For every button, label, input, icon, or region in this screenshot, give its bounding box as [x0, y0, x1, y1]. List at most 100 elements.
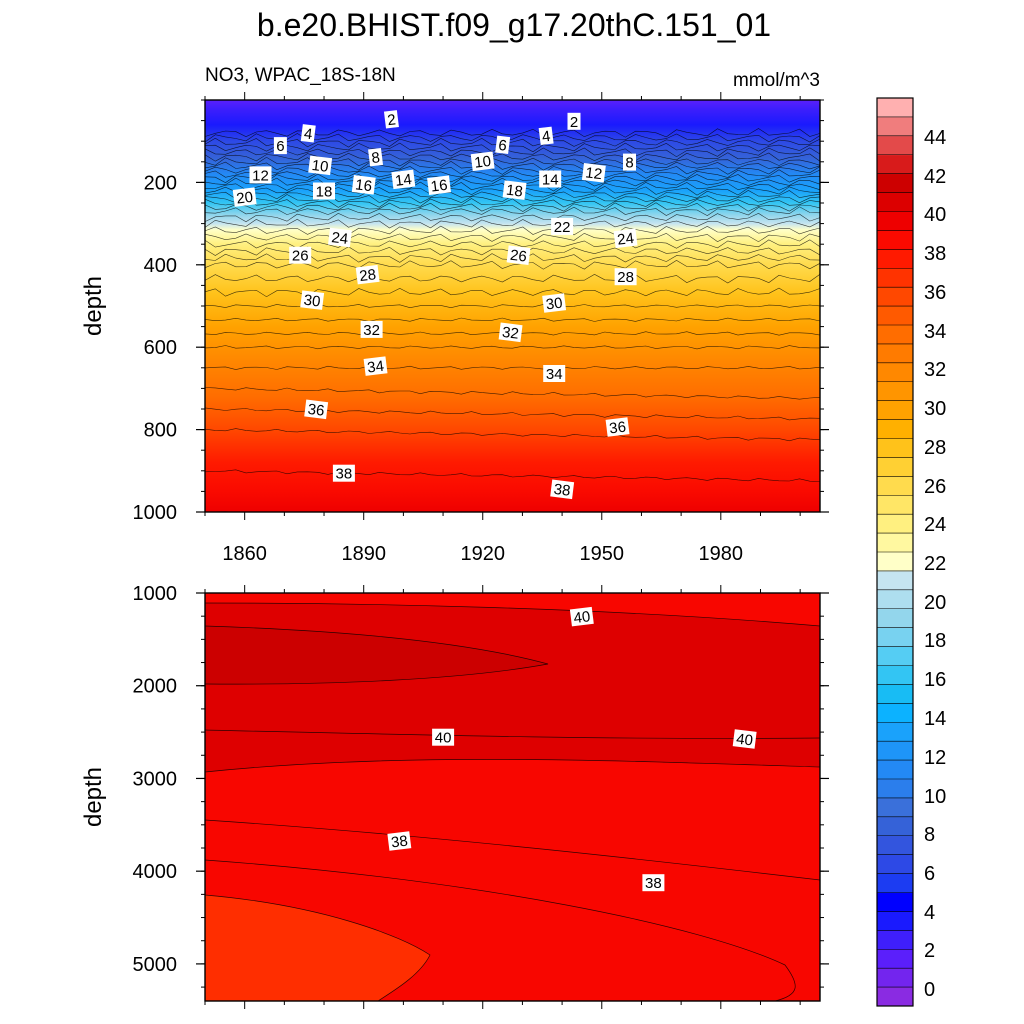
contour-label-box [363, 356, 388, 376]
contour-label-text: 28 [358, 266, 377, 285]
contour-label-box [332, 464, 355, 482]
upper-contour-label: 4 [300, 124, 316, 143]
y-tick-label: 2000 [133, 676, 178, 698]
upper-y-ticks: 200 400 600 800 1000 [133, 99, 829, 524]
contour-label-box [569, 606, 594, 627]
x-tick-label: 1980 [699, 543, 744, 565]
upper-contour-label: 26 [506, 245, 531, 266]
contour-label-text: 34 [366, 358, 385, 377]
colorbar-swatch [877, 987, 913, 1007]
contour-line [204, 859, 796, 1002]
contour-label-box [551, 217, 574, 235]
upper-left-subtitle: NO3, WPAC_18S-18N [205, 65, 396, 86]
colorbar-swatch [877, 646, 913, 666]
contour-label-text: 4 [541, 128, 551, 146]
upper-contour-label: 38 [550, 479, 575, 500]
colorbar-label: 34 [924, 321, 946, 343]
contour-label-box [328, 227, 352, 248]
contour-label-box [550, 479, 575, 500]
colorbar-label: 16 [924, 669, 946, 691]
contour-label-box [623, 153, 636, 171]
colorbar-label: 22 [924, 553, 946, 575]
colorbar-label: 12 [924, 747, 946, 769]
contour-label-text: 20 [235, 189, 254, 208]
contour-label-box [506, 245, 531, 265]
colorbar-swatch [877, 306, 913, 326]
colorbar-label: 38 [924, 243, 946, 265]
lower-region-40-42 [205, 603, 820, 772]
colorbar-label: 40 [924, 204, 946, 226]
upper-contour-label: 2 [567, 112, 581, 131]
contour-label-box [300, 124, 316, 143]
contour-label-box [313, 182, 335, 200]
contour-label-box [502, 180, 527, 200]
y-tick-label: 1000 [133, 583, 178, 605]
colorbar-swatch [877, 722, 913, 742]
colorbar-label: 0 [924, 979, 935, 1001]
colorbar-swatch [877, 627, 913, 647]
contour-label-box [732, 729, 757, 749]
colorbar-swatch [877, 325, 913, 345]
contour-line [204, 202, 821, 212]
contour-label-text: 16 [430, 177, 449, 196]
upper-contour-label: 36 [605, 417, 630, 437]
colorbar-swatch [877, 419, 913, 439]
contour-line [204, 161, 821, 171]
contour-label-text: 6 [276, 138, 284, 155]
contour-label-text: 38 [336, 466, 353, 483]
contour-label-text: 36 [307, 401, 326, 420]
contour-line [204, 169, 821, 179]
upper-contour-label: 28 [614, 268, 637, 286]
contour-label-box [383, 110, 399, 129]
contour-label-box [387, 831, 412, 851]
contour-label-box [543, 365, 566, 382]
contour-line [204, 758, 821, 773]
colorbar-swatch [877, 211, 913, 231]
upper-x-ticks: 1860 1890 1920 1950 1980 [204, 92, 801, 565]
colorbar-swatch [877, 514, 913, 534]
colorbar-swatch [877, 665, 913, 685]
upper-contour-label: 16 [351, 175, 376, 195]
colorbar-swatch [877, 608, 913, 629]
colorbar-label: 30 [924, 398, 946, 420]
y-tick-label: 4000 [133, 861, 178, 883]
lower-panel: 40 40 40 38 38 1000 2000 3000 4000 5000 depth [80, 583, 829, 1009]
colorbar-swatch [877, 230, 913, 250]
colorbar-swatch [877, 249, 913, 269]
upper-contour-label: 38 [332, 464, 355, 483]
contour-label-box [567, 112, 581, 130]
contour-label-box [368, 147, 384, 167]
lower-plot-frame [204, 592, 821, 1002]
contour-label-box [498, 322, 523, 343]
contour-label-text: 38 [390, 833, 409, 852]
contour-label-text: 26 [509, 247, 528, 266]
contour-label-text: 18 [505, 182, 524, 201]
contour-label-box [605, 417, 630, 437]
contour-line [204, 387, 821, 400]
lower-contour-label: 40 [569, 606, 594, 627]
contour-label-box [391, 169, 416, 190]
colorbar-swatch [877, 816, 913, 837]
contour-label-box [351, 175, 376, 195]
contour-line [204, 137, 821, 148]
upper-contour-label: 26 [289, 246, 312, 265]
colorbar-label: 20 [924, 592, 946, 614]
upper-contour-label: 34 [363, 356, 388, 377]
contour-label-text: 40 [735, 731, 754, 750]
contour-label-text: 30 [303, 292, 322, 311]
contour-label-text: 12 [584, 164, 603, 183]
upper-panel: NO3, WPAC_18S-18N mmol/m^3 2 24 46 68 810 101… [80, 65, 829, 565]
contour-line [204, 218, 821, 229]
contour-label-box [495, 135, 511, 155]
contour-line [204, 147, 821, 158]
contour-label-text: 28 [617, 269, 634, 286]
colorbar-swatch [877, 949, 913, 969]
contour-label-box [432, 728, 455, 746]
upper-contour-label: 28 [355, 264, 380, 285]
colorbar-swatch [877, 968, 913, 988]
colorbar-swatch [877, 343, 913, 364]
colorbar-label: 24 [924, 514, 946, 536]
colorbar-swatch [877, 400, 913, 420]
contour-line [204, 469, 821, 482]
